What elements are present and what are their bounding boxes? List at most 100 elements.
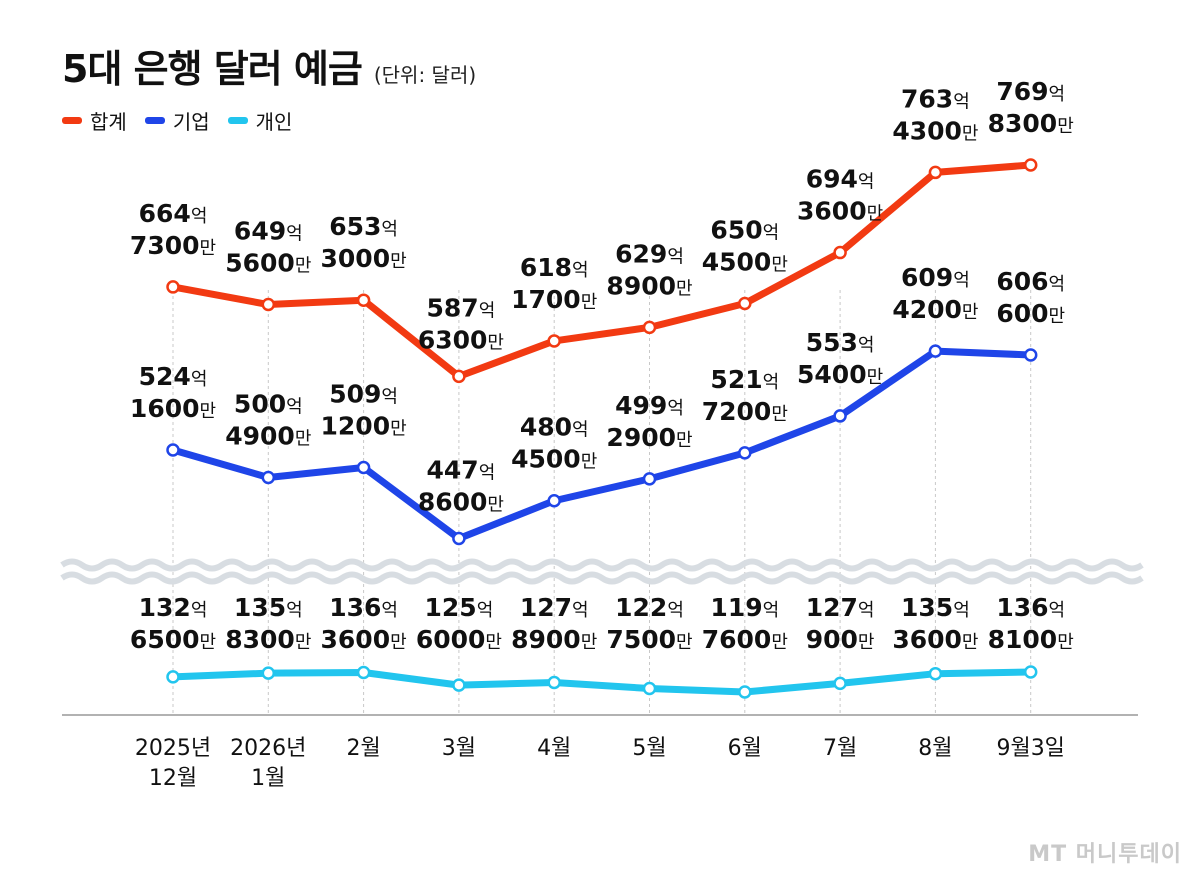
- data-point: [261, 297, 276, 312]
- legend-label-corporate: 기업: [172, 110, 210, 134]
- data-label-text: 1600만: [130, 394, 216, 423]
- data-point: [738, 296, 752, 311]
- data-label: 447억 8600만: [418, 456, 504, 517]
- series-line: [169, 161, 1035, 380]
- data-label-text: 606억: [996, 267, 1065, 296]
- x-tick-label: 2026년 1월: [230, 736, 306, 791]
- legend-item-individual: 개인: [227, 106, 293, 135]
- data-label: 653억 3000만: [321, 212, 407, 273]
- data-label-text: 1700만: [511, 285, 597, 314]
- legend-item-total: 합계: [62, 106, 127, 135]
- data-label: 119억 7600만: [702, 593, 788, 654]
- data-label-text: 8300만: [225, 625, 311, 654]
- x-tick-label: 9월3일: [996, 736, 1064, 761]
- data-point: [928, 344, 943, 358]
- x-tick-label: 4월: [537, 736, 571, 761]
- data-label-text: 8900만: [511, 625, 597, 654]
- x-tick-label: 2월: [346, 736, 380, 761]
- data-label-text: 125억: [425, 593, 494, 622]
- data-label-text: 609억: [901, 263, 970, 292]
- data-point: [928, 165, 943, 180]
- chart-title: 5대 은행 달러 예금: [62, 47, 363, 91]
- data-label-text: 600만: [996, 299, 1065, 328]
- data-label-text: 6500만: [130, 625, 216, 654]
- x-tick-label: 2025년 12월: [135, 736, 211, 791]
- data-point: [833, 245, 847, 260]
- data-label-text: 7300만: [130, 231, 216, 260]
- data-label-text: 136억: [996, 593, 1065, 622]
- data-label-text: 499억: [615, 391, 684, 420]
- data-label: 500억 4900만: [225, 389, 311, 450]
- data-label-text: 135억: [901, 593, 970, 622]
- data-label: 606억 600만: [996, 267, 1065, 328]
- data-label-text: 524억: [139, 362, 208, 391]
- data-label-text: 649억: [234, 217, 303, 246]
- data-label: 135억 3600만: [892, 593, 978, 654]
- data-point: [738, 446, 752, 460]
- data-label-text: 127억: [520, 593, 589, 622]
- data-label-text: 3600만: [797, 197, 883, 226]
- x-tick-label: 6월: [728, 736, 762, 761]
- axis-break-wave: [60, 558, 1144, 572]
- x-tick-label: 5월: [632, 736, 666, 761]
- data-point: [166, 280, 180, 294]
- data-point: [738, 685, 752, 699]
- data-label-text: 127억: [806, 593, 875, 622]
- data-point: [928, 666, 943, 681]
- data-point: [356, 293, 371, 307]
- data-label-text: 769억: [996, 77, 1065, 106]
- data-label-text: 6000만: [416, 625, 502, 654]
- data-label-text: 500억: [234, 389, 303, 418]
- data-label-text: 3600만: [321, 625, 407, 654]
- data-label-text: 2900만: [606, 423, 692, 452]
- data-label-text: 8600만: [418, 488, 504, 517]
- data-point: [547, 493, 561, 508]
- legend: 합계 기업 개인: [62, 106, 292, 135]
- data-point: [1023, 348, 1038, 362]
- data-point: [261, 470, 276, 485]
- data-point: [452, 678, 466, 692]
- series-line: [169, 668, 1035, 696]
- x-tick-label: 7월: [823, 736, 857, 761]
- data-point: [547, 334, 561, 348]
- data-label: 122억 7500만: [606, 593, 692, 654]
- data-label-text: 509억: [329, 379, 398, 408]
- data-label: 136억 8100만: [988, 593, 1074, 654]
- data-label: 524억 1600만: [130, 362, 216, 423]
- data-point: [356, 460, 371, 475]
- data-label: 609억 4200만: [892, 263, 978, 324]
- data-label-text: 4500만: [511, 445, 597, 474]
- data-label-text: 7500만: [606, 625, 692, 654]
- data-label: 125억 6000만: [416, 593, 502, 654]
- data-label-text: 132억: [139, 593, 208, 622]
- x-tick-label: 8월: [918, 736, 952, 761]
- legend-label-individual: 개인: [255, 110, 293, 134]
- data-label-text: 6300만: [418, 325, 504, 354]
- chart-header: 5대 은행 달러 예금 (단위: 달러): [62, 38, 476, 93]
- data-label-text: 4300만: [892, 116, 978, 145]
- data-point: [452, 531, 466, 546]
- data-point: [166, 443, 180, 457]
- data-label: 629억 8900만: [606, 239, 692, 300]
- data-label-text: 3600만: [892, 625, 978, 654]
- data-label-text: 119억: [710, 593, 779, 622]
- data-label-text: 694억: [806, 165, 875, 194]
- data-label: 664억 7300만: [130, 199, 216, 260]
- data-label-text: 763억: [901, 84, 970, 113]
- data-label-text: 629억: [615, 239, 684, 268]
- data-label: 521억 7200만: [702, 365, 788, 426]
- data-label-text: 480억: [520, 413, 589, 442]
- data-label-text: 900만: [806, 625, 875, 654]
- data-point: [833, 409, 847, 423]
- data-point: [642, 681, 657, 696]
- data-label-text: 521억: [710, 365, 779, 394]
- data-label: 649억 5600만: [225, 217, 311, 278]
- data-point: [642, 472, 657, 486]
- watermark-logo: MT 머니투데이: [1028, 842, 1182, 867]
- data-label-text: 7200만: [702, 397, 788, 426]
- legend-swatch-total: [62, 117, 82, 124]
- data-label-text: 136억: [329, 593, 398, 622]
- data-label-text: 8100만: [988, 625, 1074, 654]
- data-label-text: 447억: [427, 456, 496, 485]
